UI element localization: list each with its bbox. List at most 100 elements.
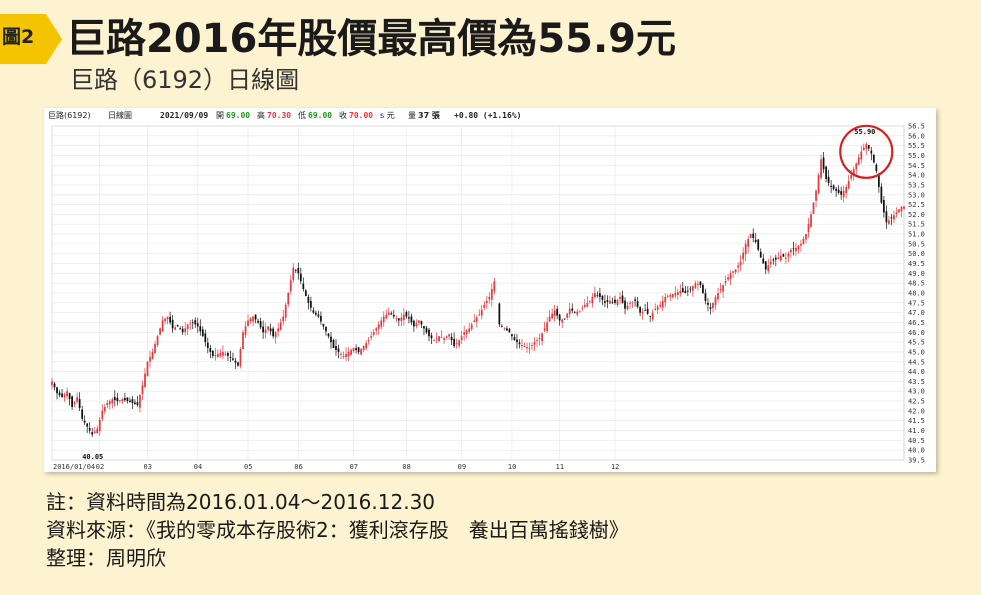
candle-body: [257, 320, 259, 323]
candle-body: [689, 288, 692, 290]
candle-body: [500, 325, 503, 327]
candle-body: [211, 350, 214, 356]
y-tick-label: 46.5: [908, 319, 925, 327]
y-tick-label: 46.0: [908, 329, 925, 337]
header-volume: 37 張: [418, 111, 441, 120]
candle-body: [845, 186, 848, 193]
candle-body: [528, 348, 531, 349]
figure-number: 圖2: [2, 26, 35, 48]
candle-body: [443, 338, 445, 341]
candle-body: [418, 320, 420, 323]
candle-body: [599, 293, 601, 297]
y-tick-label: 49.0: [908, 270, 925, 278]
candle-body: [249, 318, 252, 322]
x-tick-label: 05: [244, 463, 252, 471]
candlestick-chart: 56.556.0 55.5 55.0 54.5 54.053.5 53.0 52.5 52.0…: [48, 110, 925, 471]
candle-body: [81, 409, 84, 419]
candle-body: [857, 157, 860, 165]
candle-body: [880, 186, 883, 203]
candle-body: [224, 353, 227, 355]
candle-body: [134, 402, 136, 405]
candle-body: [604, 301, 606, 303]
candle-body: [885, 211, 888, 223]
candle-body: [588, 300, 591, 302]
y-tick-label: 55.5: [908, 142, 925, 150]
candle-body: [194, 320, 197, 325]
candle-body: [88, 428, 91, 431]
candle-body: [322, 323, 325, 327]
candle-body: [719, 289, 722, 291]
candle-body: [66, 391, 68, 397]
candle-body: [337, 348, 340, 352]
candle-body: [762, 258, 765, 264]
candle-body: [156, 336, 159, 345]
candle-body: [800, 243, 802, 246]
candle-body: [681, 288, 684, 293]
candle-body: [423, 325, 425, 329]
candle-body: [513, 337, 516, 341]
y-tick-label: 44.0: [908, 368, 925, 376]
candle-body: [433, 340, 435, 341]
candle-body: [782, 254, 785, 257]
candle-body: [146, 361, 149, 377]
figure-badge-arrow: [0, 14, 62, 64]
candle-body: [435, 338, 438, 339]
candle-body: [817, 175, 820, 193]
candle-body: [629, 302, 631, 304]
candle-body: [485, 300, 488, 303]
candle-body: [669, 294, 672, 297]
candle-body: [556, 308, 559, 316]
header-date: 2021/09/09: [160, 111, 208, 120]
candle-body: [232, 358, 234, 360]
candle-body: [385, 314, 388, 319]
candle-body: [262, 326, 264, 333]
candle-body: [875, 164, 878, 172]
y-tick-label: 48.5: [908, 280, 925, 288]
candle-body: [71, 396, 73, 407]
candle-body: [304, 290, 307, 296]
candle-body: [787, 253, 790, 257]
candle-body: [307, 296, 310, 303]
candle-body: [699, 281, 702, 286]
candle-body: [812, 202, 815, 214]
header-low: 69.00: [308, 111, 332, 120]
candle-body: [370, 336, 373, 338]
y-tick-label: 56.5: [908, 123, 925, 131]
candle-body: [694, 283, 697, 288]
candle-body: [641, 311, 644, 314]
candle-body: [345, 353, 347, 358]
high-value-label: 55.90: [854, 128, 875, 136]
candle-body: [402, 314, 405, 321]
candle-body: [164, 318, 166, 322]
candle-body: [649, 315, 652, 317]
candle-body: [214, 354, 217, 357]
candle-body: [139, 395, 141, 408]
candle-body: [108, 401, 111, 405]
candle-body: [737, 265, 740, 268]
candle-body: [749, 234, 752, 239]
candle-body: [646, 308, 649, 314]
candle-body: [204, 333, 207, 343]
candle-body: [154, 344, 156, 354]
candle-body: [93, 431, 96, 433]
candle-body: [315, 312, 317, 315]
candle-body: [697, 284, 699, 285]
candle-body: [169, 316, 172, 323]
candle-body: [113, 396, 116, 401]
candles: [51, 142, 905, 438]
candle-body: [616, 299, 619, 305]
figure-subtitle: 巨路（6192）日線圖: [70, 66, 300, 94]
candle-body: [867, 144, 870, 149]
candle-body: [506, 328, 508, 331]
x-tick-label: 10: [508, 463, 516, 471]
candle-body: [408, 317, 410, 319]
candle-body: [196, 323, 199, 327]
candle-body: [862, 147, 865, 151]
candle-body: [644, 310, 647, 312]
candle-body: [739, 261, 742, 266]
candle-body: [360, 348, 363, 355]
note-date-range: 註：資料時間為2016.01.04～2016.12.30: [46, 490, 436, 514]
y-tick-label: 51.5: [908, 221, 925, 229]
candle-body: [375, 328, 378, 331]
candle-body: [850, 175, 853, 179]
